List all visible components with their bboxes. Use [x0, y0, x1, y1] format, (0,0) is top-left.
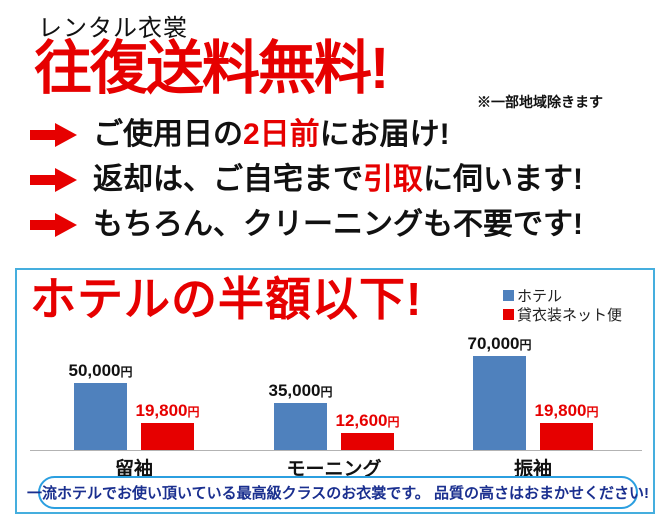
x-axis-line — [30, 450, 642, 451]
category-label-1: 留袖 — [114, 459, 153, 480]
bar-value-label: 19,800円 — [108, 402, 228, 420]
chart-title: ホテルの半額以下! — [30, 273, 423, 325]
bar-振袖-ホテル — [473, 356, 526, 450]
bar-value-label: 12,600円 — [308, 412, 428, 430]
bar-振袖-貸衣装ネット便 — [540, 423, 593, 450]
price-comparison-box: ホテルの半額以下! ホテル 貸衣装ネット便 50,000円 19,800円 留袖 35,… — [15, 268, 655, 514]
bar-value-number: 50,000 — [68, 361, 121, 380]
legend-label: 貸衣装ネット便 — [517, 307, 623, 324]
bar-value-unit: 円 — [519, 338, 532, 352]
arrow-right-icon — [30, 123, 77, 147]
free-shipping-headline: 往復送料無料! — [34, 36, 389, 101]
feature-bullet-3: もちろん、クリーニングも不要です! — [30, 207, 583, 243]
category-label-2: モーニング — [286, 459, 382, 480]
bar-value-number: 70,000 — [467, 334, 520, 353]
bar-value-unit: 円 — [387, 415, 400, 429]
feature-bullet-list: ご使用日の2日前にお届け! 返却は、ご自宅まで引取に伺います! もちろん、クリーニン… — [30, 117, 583, 252]
legend-item-1: ホテル — [503, 286, 622, 305]
bar-value-unit: 円 — [187, 405, 200, 419]
bar-value-number: 35,000 — [268, 381, 321, 400]
feature-bullet-2: 返却は、ご自宅まで引取に伺います! — [30, 162, 583, 198]
legend-item-2: 貸衣装ネット便 — [503, 305, 622, 324]
headline-note: ※一部地域除きます — [477, 94, 603, 110]
chart-legend: ホテル貸衣装ネット便 — [503, 286, 622, 324]
category-label-3: 振袖 — [513, 459, 552, 480]
bar-value-number: 12,600 — [335, 411, 388, 430]
feature-bullet-text: 返却は、ご自宅まで引取に伺います! — [93, 165, 583, 195]
arrow-right-icon — [30, 168, 77, 192]
bar-留袖-ホテル — [74, 383, 127, 450]
bar-value-unit: 円 — [120, 365, 133, 379]
plain-text: もちろん、クリーニングも不要です! — [93, 208, 583, 241]
feature-bullet-1: ご使用日の2日前にお届け! — [30, 117, 583, 153]
bar-value-number: 19,800 — [534, 401, 587, 420]
bar-留袖-貸衣装ネット便 — [141, 423, 194, 450]
feature-bullet-text: もちろん、クリーニングも不要です! — [93, 210, 583, 240]
plain-text: ご使用日の — [93, 118, 243, 151]
feature-bullet-text: ご使用日の2日前にお届け! — [93, 120, 450, 150]
quality-banner: 一流ホテルでお使い頂いている最高級クラスのお衣裳です。 品質の高さはおまかせくだ… — [27, 476, 649, 509]
bar-value-unit: 円 — [320, 385, 333, 399]
emphasis-text: 引取 — [363, 163, 423, 196]
bar-value-label: 70,000円 — [440, 335, 560, 353]
quality-banner-text: 一流ホテルでお使い頂いている最高級クラスのお衣裳です。 品質の高さはおまかせくだ… — [27, 485, 649, 502]
bar-value-label: 35,000円 — [241, 382, 361, 400]
bar-value-number: 19,800 — [135, 401, 188, 420]
bar-value-label: 19,800円 — [507, 402, 627, 420]
bar-モーニング-貸衣装ネット便 — [341, 433, 394, 450]
plain-text: にお届け! — [319, 118, 450, 151]
page-title: レンタル衣裳 — [38, 15, 188, 42]
bar-value-unit: 円 — [586, 405, 599, 419]
bar-value-label: 50,000円 — [41, 362, 161, 380]
plain-text: 返却は、ご自宅まで — [93, 163, 363, 196]
legend-label: ホテル — [517, 288, 563, 305]
legend-swatch-icon — [503, 290, 514, 301]
arrow-right-icon — [30, 213, 77, 237]
plain-text: に伺います! — [423, 163, 583, 196]
legend-swatch-icon — [503, 309, 514, 320]
bar-モーニング-ホテル — [274, 403, 327, 450]
emphasis-text: 2日前 — [243, 118, 320, 151]
